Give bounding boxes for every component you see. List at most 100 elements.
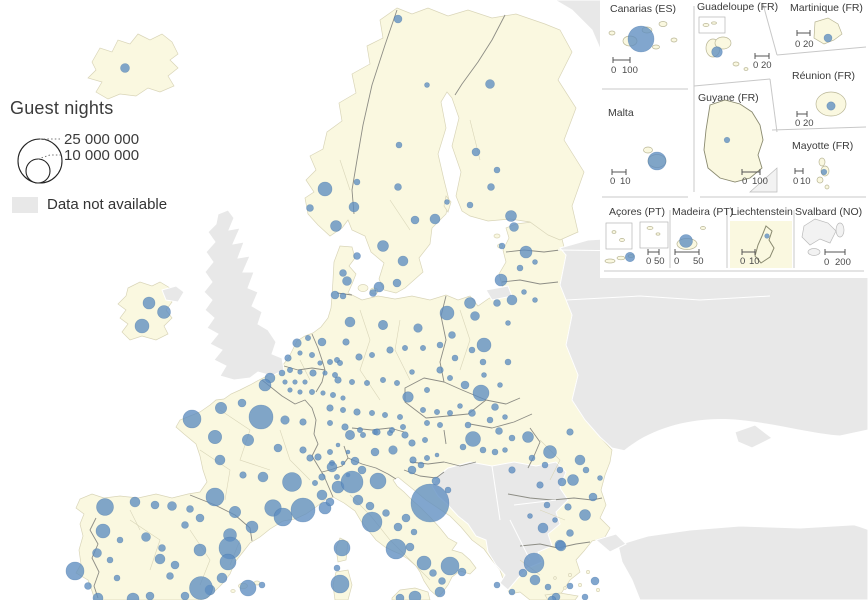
guest-nights-circle [543, 501, 551, 509]
guest-nights-circle [521, 289, 527, 295]
guest-nights-circle [189, 576, 213, 600]
inset-canarias: Canarias (ES) 0 100 [608, 3, 678, 76]
zealand-island [357, 284, 369, 292]
guest-nights-circle [320, 390, 326, 396]
inset-liechtenstein-scalebar: 0 10 [740, 249, 760, 267]
inset-reunion: Réunion (FR) 0 20 [792, 70, 855, 129]
guest-nights-circle [353, 178, 361, 186]
guest-nights-circle [504, 358, 512, 366]
guest-nights-circle [120, 63, 130, 73]
inset-martinique-title: Martinique (FR) [790, 2, 863, 14]
guest-nights-circle [330, 290, 340, 300]
inset-reunion-scalebar: 0 20 [795, 111, 814, 129]
guest-nights-circle [219, 553, 237, 571]
guest-nights-circle [245, 520, 259, 534]
guest-nights-circle [516, 264, 524, 272]
guest-nights-circle [326, 461, 338, 473]
guest-nights-circle [485, 79, 495, 89]
guest-nights-circle [299, 418, 307, 426]
guest-nights-circle [361, 511, 383, 533]
inset-guyane: Guyane (FR) 0 100 [698, 92, 778, 193]
nodata-swatch [12, 196, 38, 213]
guest-nights-circle [334, 376, 342, 384]
guest-nights-circle [258, 378, 272, 392]
guest-nights-circle [369, 289, 377, 297]
inset-mayotte-scalebar: 0 10 [793, 168, 811, 187]
guest-nights-circle [532, 297, 538, 303]
guest-nights-circle [502, 447, 508, 453]
legend: Guest nights 25 000 000 10 000 000 [10, 98, 230, 197]
guest-nights-circle [365, 501, 375, 511]
inset-canarias-scalebar: 0 100 [611, 57, 638, 76]
guest-nights-circle [392, 278, 402, 288]
guest-nights-circle [386, 346, 394, 354]
guest-nights-circle [344, 316, 356, 328]
guest-nights-circle [237, 398, 247, 408]
guest-nights-circle [395, 141, 403, 149]
guest-nights-circle [317, 337, 327, 347]
guest-nights-circle [399, 423, 406, 430]
guest-nights-circle [92, 592, 104, 600]
guest-nights-circle [423, 454, 430, 461]
guest-nights-circle [284, 354, 292, 362]
guest-nights-circle [506, 294, 518, 306]
svg-text:0: 0 [795, 39, 800, 50]
inset-mayotte: Mayotte (FR) 0 10 [792, 140, 853, 190]
guest-nights-circle [306, 204, 314, 212]
guest-nights-circle [65, 561, 85, 581]
guest-nights-circle [826, 101, 836, 111]
inset-mayotte-title: Mayotte (FR) [792, 140, 853, 152]
guest-nights-circle [407, 465, 417, 475]
inset-guadeloupe: Guadeloupe (FR) 0 20 [697, 1, 778, 71]
guest-nights-circle [505, 210, 517, 222]
legend-title: Guest nights [10, 98, 114, 118]
guest-nights-circle [331, 371, 338, 378]
guest-nights-circle [292, 338, 302, 348]
guest-nights-circle [342, 338, 350, 346]
guest-nights-circle [84, 582, 92, 590]
guest-nights-circle [193, 543, 207, 557]
guest-nights-circle [326, 448, 333, 455]
guest-nights-circle [340, 395, 346, 401]
guest-nights-circle [326, 419, 333, 426]
svg-text:10: 10 [620, 176, 631, 187]
svg-text:50: 50 [693, 256, 704, 267]
guest-nights-circle [464, 297, 476, 309]
scandinavia [304, 7, 585, 294]
legend-size-label-large: 25 000 000 [64, 131, 139, 148]
guest-nights-circle [215, 401, 228, 414]
guest-nights-circle [444, 486, 452, 494]
inset-svalbard: Svalbard (NO) 0 200 [795, 206, 862, 268]
guest-nights-circle [96, 498, 114, 516]
guest-nights-circle [439, 305, 455, 321]
guest-nights-circle [297, 350, 303, 356]
guest-nights-circle [208, 429, 223, 444]
guest-nights-circle [552, 517, 558, 523]
guest-nights-circle [436, 366, 444, 374]
guest-nights-circle [205, 487, 225, 507]
svg-text:0: 0 [742, 176, 747, 187]
guest-nights-circle [408, 439, 416, 447]
guest-nights-circle [557, 477, 567, 487]
svg-text:20: 20 [803, 39, 814, 50]
guest-nights-circles [65, 14, 603, 600]
guest-nights-circle [385, 538, 407, 560]
guest-nights-circle [527, 513, 533, 519]
inset-acores-scalebar: 0 50 [646, 249, 665, 267]
guest-nights-circle [436, 341, 444, 349]
guest-nights-circle [355, 353, 363, 361]
svg-text:50: 50 [654, 256, 665, 267]
guest-nights-circle [393, 522, 403, 532]
guest-nights-circle [424, 82, 430, 88]
guest-nights-circle [129, 496, 141, 508]
inset-madeira-title: Madeira (PT) [672, 206, 733, 218]
guest-nights-circle [508, 588, 516, 596]
guest-nights-circle [329, 391, 336, 398]
guest-nights-circle [820, 168, 828, 176]
svg-text:10: 10 [800, 176, 811, 187]
guest-nights-circle [590, 576, 600, 586]
guest-nights-circle [401, 513, 411, 523]
guest-nights-circle [479, 446, 487, 454]
guest-nights-circle [273, 507, 293, 527]
inset-panel: Canarias (ES) 0 100 Malta 0 10 Guadeloup… [600, 0, 868, 278]
